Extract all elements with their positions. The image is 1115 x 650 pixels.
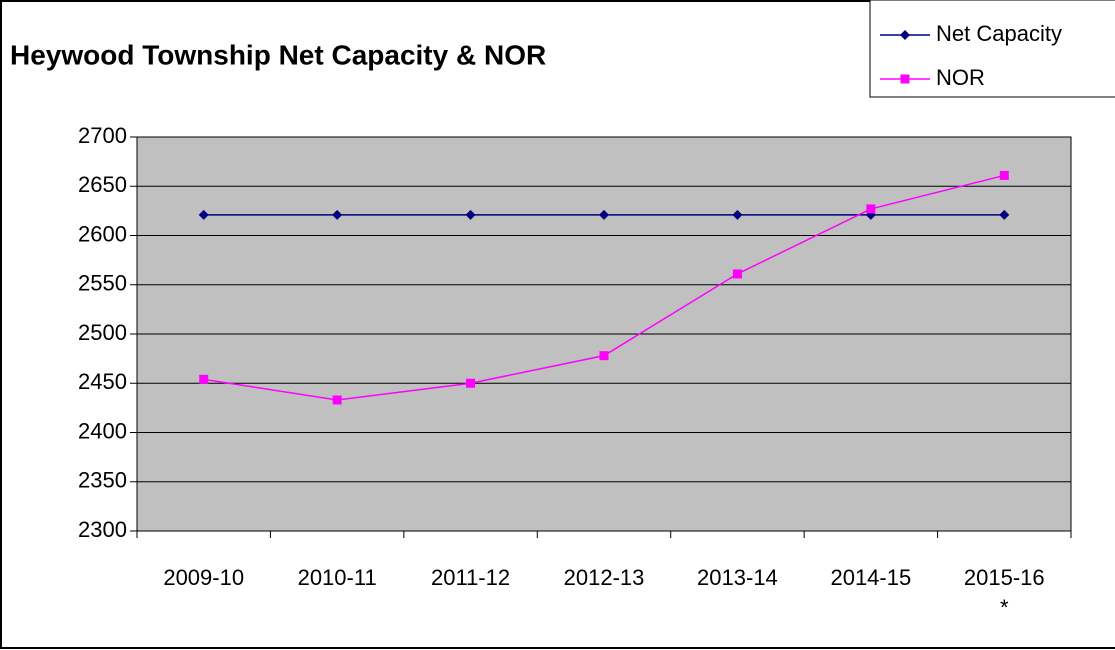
y-tick-label: 2300 <box>78 517 127 542</box>
x-tick-label: 2010-11 <box>297 565 377 590</box>
y-tick-label: 2700 <box>78 123 127 148</box>
x-tick-label: 2013-14 <box>697 565 778 590</box>
legend-marker <box>900 30 910 40</box>
legend-box <box>869 0 1115 98</box>
x-tick-label: 2014-15 <box>830 565 912 590</box>
data-point <box>332 395 342 405</box>
data-point <box>599 351 609 361</box>
y-tick-label: 2550 <box>78 271 127 296</box>
data-point <box>199 374 209 384</box>
x-tick-label: 2015-16 * <box>963 565 1045 620</box>
data-point <box>332 209 343 220</box>
legend-label: Net Capacity <box>936 21 1062 46</box>
data-point <box>198 209 209 220</box>
data-point <box>599 209 609 220</box>
legend-marker <box>900 74 910 84</box>
x-tick-label: 2011-12 <box>431 565 511 590</box>
data-point <box>866 204 876 214</box>
y-tick-label: 2500 <box>78 320 127 345</box>
chart-title: Heywood Township Net Capacity & NOR <box>10 39 546 70</box>
data-point <box>999 209 1010 220</box>
x-tick-label: 2009-10 <box>163 565 245 590</box>
data-point <box>999 170 1009 180</box>
x-tick-label: 2012-13 <box>563 565 645 590</box>
data-point <box>732 209 743 220</box>
y-tick-label: 2650 <box>78 172 127 197</box>
legend-label: NOR <box>936 65 985 90</box>
data-point <box>465 209 476 220</box>
data-point <box>732 269 742 279</box>
data-point <box>466 378 476 388</box>
y-tick-label: 2600 <box>78 221 127 246</box>
y-tick-label: 2350 <box>78 468 127 493</box>
y-tick-label: 2400 <box>78 418 127 443</box>
y-tick-label: 2450 <box>78 369 127 394</box>
